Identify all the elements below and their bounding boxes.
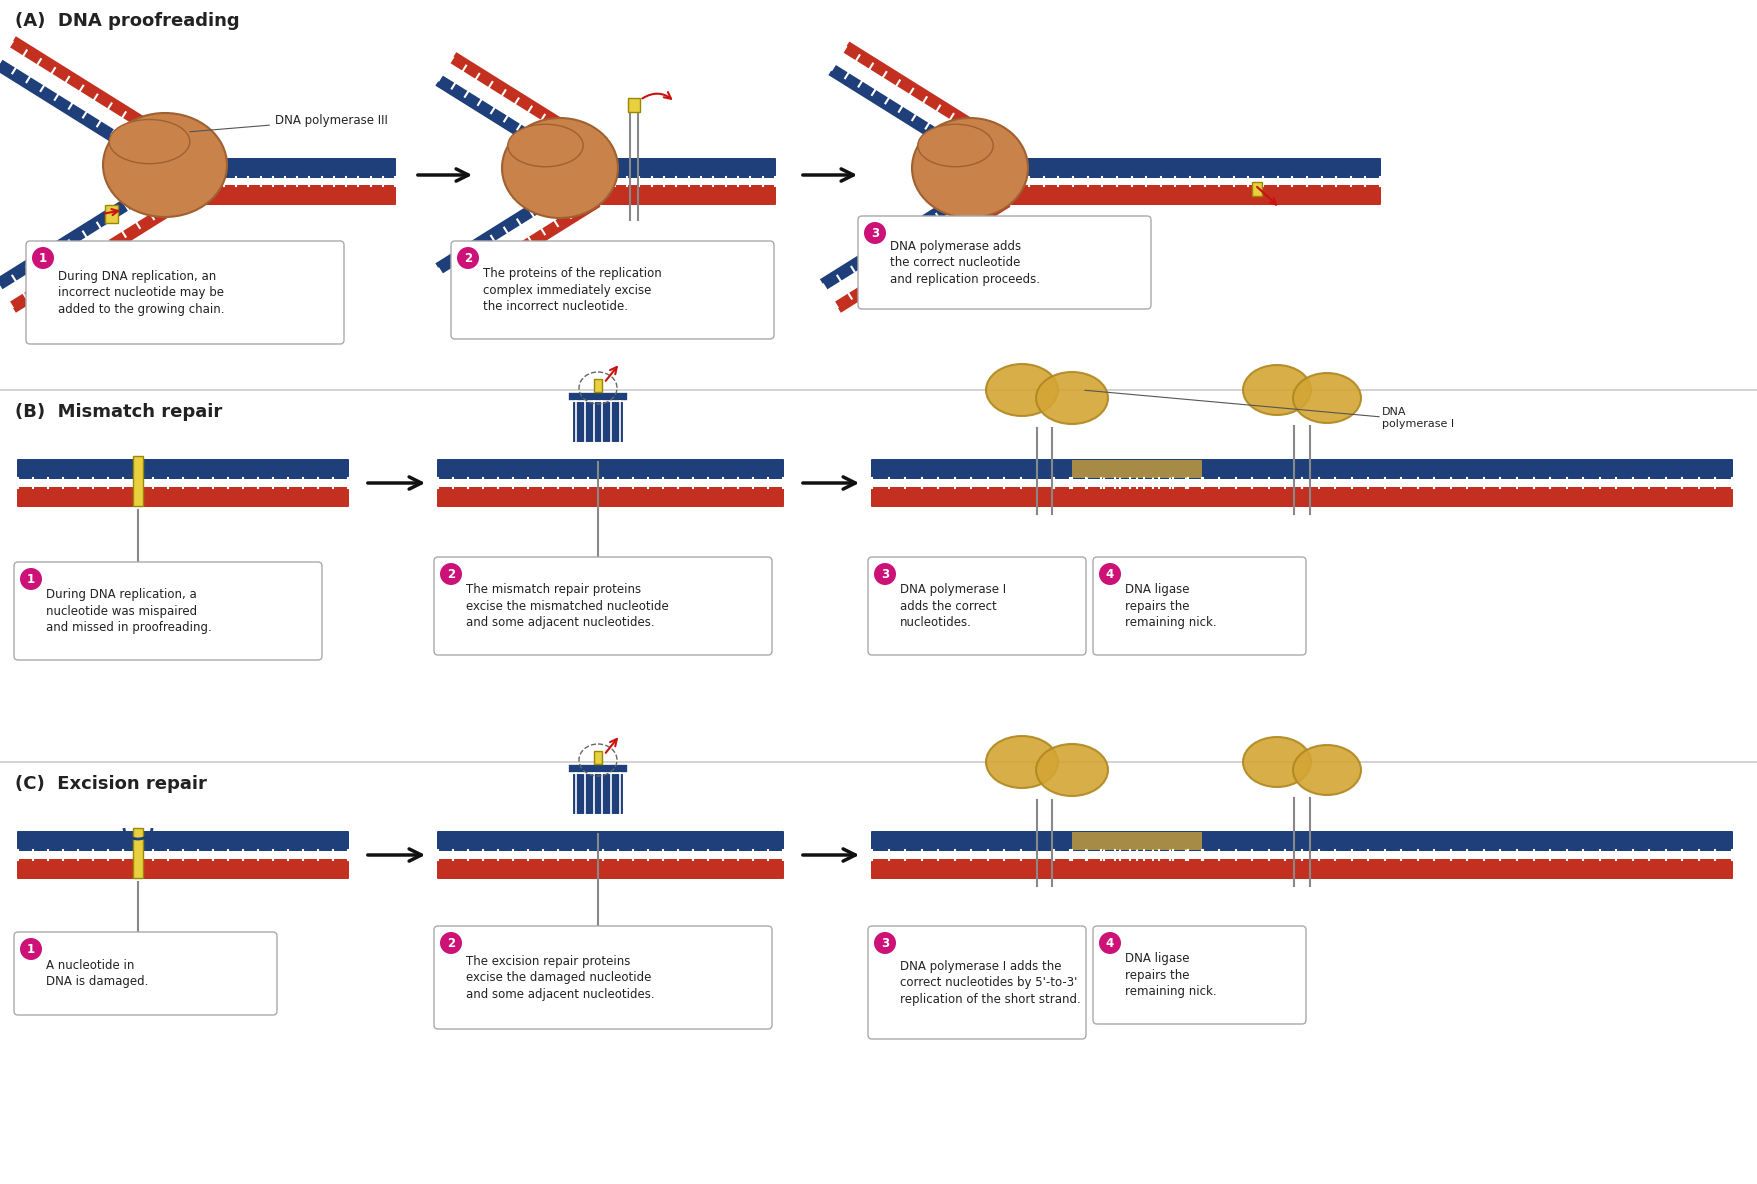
Ellipse shape <box>503 118 618 218</box>
Bar <box>105 205 118 223</box>
Text: The proteins of the replication
complex immediately excise
the incorrect nucleot: The proteins of the replication complex … <box>483 268 661 313</box>
FancyBboxPatch shape <box>868 926 1086 1040</box>
Bar <box>594 379 601 392</box>
Text: DNA ligase
repairs the
remaining nick.: DNA ligase repairs the remaining nick. <box>1124 952 1216 998</box>
FancyBboxPatch shape <box>870 831 1732 851</box>
Circle shape <box>439 932 462 954</box>
FancyBboxPatch shape <box>1093 926 1305 1024</box>
Circle shape <box>873 564 896 585</box>
FancyBboxPatch shape <box>998 185 1381 205</box>
Ellipse shape <box>1242 365 1311 416</box>
FancyBboxPatch shape <box>434 556 771 655</box>
Ellipse shape <box>508 124 583 167</box>
Text: 4: 4 <box>1105 937 1114 950</box>
FancyBboxPatch shape <box>14 562 322 659</box>
Text: 3: 3 <box>870 226 878 239</box>
FancyBboxPatch shape <box>1093 556 1305 655</box>
Text: (C)  Excision repair: (C) Excision repair <box>16 776 207 793</box>
Bar <box>627 98 640 112</box>
Text: (A)  DNA proofreading: (A) DNA proofreading <box>16 12 239 30</box>
Ellipse shape <box>986 736 1058 789</box>
Ellipse shape <box>1242 736 1311 787</box>
Text: 3: 3 <box>880 937 889 950</box>
Bar <box>568 764 627 773</box>
FancyBboxPatch shape <box>18 459 350 480</box>
FancyBboxPatch shape <box>870 459 1732 480</box>
Text: During DNA replication, an
incorrect nucleotide may be
added to the growing chai: During DNA replication, an incorrect nuc… <box>58 270 225 315</box>
FancyBboxPatch shape <box>18 487 350 507</box>
FancyBboxPatch shape <box>998 157 1381 178</box>
Ellipse shape <box>109 120 190 163</box>
Text: 2: 2 <box>446 567 455 580</box>
Bar <box>1072 461 1202 478</box>
FancyBboxPatch shape <box>434 926 771 1029</box>
Ellipse shape <box>986 363 1058 416</box>
FancyBboxPatch shape <box>174 185 395 205</box>
Text: (B)  Mismatch repair: (B) Mismatch repair <box>16 403 221 422</box>
Circle shape <box>19 938 42 960</box>
Bar <box>1251 182 1262 197</box>
FancyBboxPatch shape <box>18 860 350 879</box>
Text: DNA ligase
repairs the
remaining nick.: DNA ligase repairs the remaining nick. <box>1124 583 1216 629</box>
Circle shape <box>1098 932 1121 954</box>
Circle shape <box>32 247 54 269</box>
Circle shape <box>863 223 886 244</box>
FancyBboxPatch shape <box>18 831 350 851</box>
FancyBboxPatch shape <box>870 487 1732 507</box>
Text: The excision repair proteins
excise the damaged nucleotide
and some adjacent nuc: The excision repair proteins excise the … <box>466 954 654 1000</box>
Text: 3: 3 <box>880 567 889 580</box>
Ellipse shape <box>1291 373 1360 423</box>
FancyBboxPatch shape <box>14 932 278 1015</box>
Text: 1: 1 <box>39 251 47 264</box>
Bar <box>568 392 627 401</box>
Ellipse shape <box>1035 744 1107 796</box>
Ellipse shape <box>104 112 227 217</box>
Text: DNA
polymerase I: DNA polymerase I <box>1381 407 1453 430</box>
FancyBboxPatch shape <box>437 831 784 851</box>
FancyBboxPatch shape <box>437 487 784 507</box>
Text: DNA polymerase I adds the
correct nucleotides by 5'-to-3'
replication of the sho: DNA polymerase I adds the correct nucleo… <box>900 959 1081 1005</box>
Ellipse shape <box>912 118 1028 218</box>
Text: 1: 1 <box>26 942 35 955</box>
FancyBboxPatch shape <box>870 860 1732 879</box>
Text: DNA polymerase I
adds the correct
nucleotides.: DNA polymerase I adds the correct nucleo… <box>900 583 1005 629</box>
FancyBboxPatch shape <box>857 215 1151 309</box>
Circle shape <box>19 568 42 590</box>
Ellipse shape <box>1291 745 1360 794</box>
FancyBboxPatch shape <box>437 459 784 480</box>
Ellipse shape <box>917 124 993 167</box>
FancyBboxPatch shape <box>868 556 1086 655</box>
FancyBboxPatch shape <box>452 242 773 339</box>
Circle shape <box>457 247 478 269</box>
Text: The mismatch repair proteins
excise the mismatched nucleotide
and some adjacent : The mismatch repair proteins excise the … <box>466 583 668 629</box>
Text: 2: 2 <box>464 251 473 264</box>
Ellipse shape <box>1035 372 1107 424</box>
Bar <box>571 401 624 443</box>
FancyBboxPatch shape <box>26 242 344 345</box>
FancyBboxPatch shape <box>589 185 775 205</box>
FancyBboxPatch shape <box>437 860 784 879</box>
Text: 1: 1 <box>26 573 35 586</box>
Bar <box>134 828 142 879</box>
FancyBboxPatch shape <box>589 157 775 178</box>
Circle shape <box>1098 564 1121 585</box>
Circle shape <box>439 564 462 585</box>
Bar <box>571 773 624 815</box>
FancyBboxPatch shape <box>174 157 395 178</box>
Text: During DNA replication, a
nucleotide was mispaired
and missed in proofreading.: During DNA replication, a nucleotide was… <box>46 588 211 633</box>
Text: DNA polymerase III: DNA polymerase III <box>190 114 388 131</box>
Circle shape <box>873 932 896 954</box>
Text: DNA polymerase adds
the correct nucleotide
and replication proceeds.: DNA polymerase adds the correct nucleoti… <box>889 239 1040 285</box>
Bar <box>594 751 601 764</box>
Bar <box>1072 832 1202 850</box>
Text: 4: 4 <box>1105 567 1114 580</box>
Bar <box>134 456 142 506</box>
Text: A nucleotide in
DNA is damaged.: A nucleotide in DNA is damaged. <box>46 959 148 989</box>
Text: 2: 2 <box>446 937 455 950</box>
